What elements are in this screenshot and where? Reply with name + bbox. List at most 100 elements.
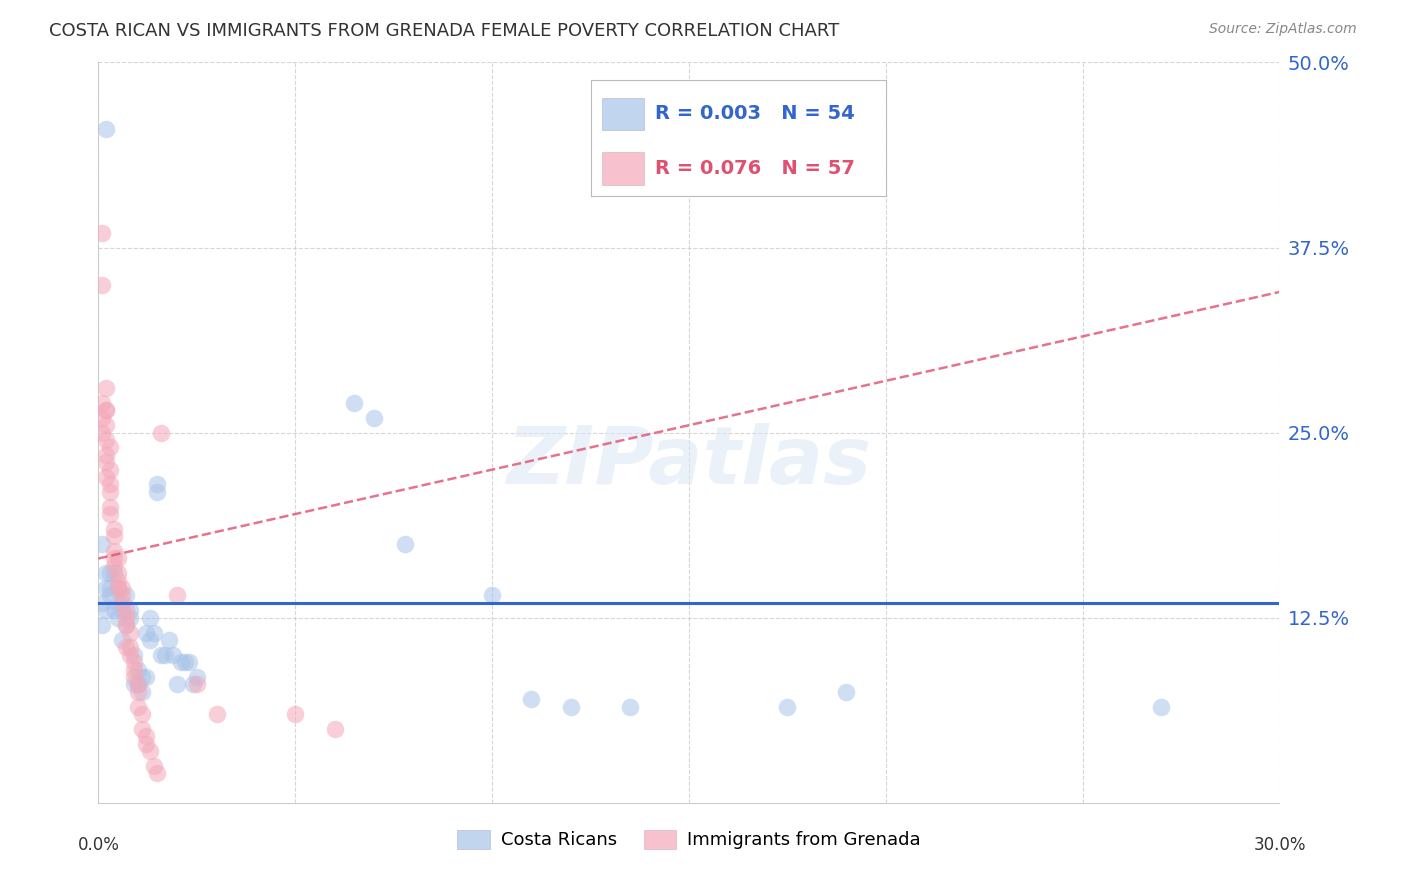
Point	[127, 677, 149, 691]
Point	[98, 566, 121, 581]
Point	[115, 618, 138, 632]
Point	[186, 677, 208, 691]
Point	[166, 589, 188, 603]
Point	[103, 566, 125, 581]
Point	[91, 618, 114, 632]
Point	[96, 122, 118, 136]
Point	[122, 670, 145, 684]
Point	[127, 677, 149, 691]
Point	[131, 685, 153, 699]
Point	[96, 403, 118, 417]
Point	[363, 410, 385, 425]
Point	[138, 610, 160, 624]
Point	[103, 551, 125, 566]
Point	[560, 699, 582, 714]
Point	[127, 685, 149, 699]
Text: 0.0%: 0.0%	[77, 836, 120, 855]
Point	[619, 699, 641, 714]
Point	[284, 706, 307, 721]
Point	[96, 581, 118, 595]
Point	[111, 596, 134, 610]
Point	[111, 589, 134, 603]
Point	[146, 766, 169, 780]
Point	[135, 729, 157, 743]
Point	[96, 603, 118, 617]
Point	[127, 663, 149, 677]
Point	[115, 610, 138, 624]
Point	[138, 632, 160, 647]
Point	[146, 477, 169, 491]
Point	[122, 663, 145, 677]
Point	[150, 425, 173, 440]
Point	[91, 226, 114, 240]
Point	[111, 632, 134, 647]
Point	[166, 677, 188, 691]
Point	[520, 692, 543, 706]
Text: ZIPatlas: ZIPatlas	[506, 423, 872, 501]
Point	[835, 685, 858, 699]
Point	[118, 640, 141, 655]
Point	[98, 477, 121, 491]
Point	[122, 648, 145, 662]
Text: Source: ZipAtlas.com: Source: ZipAtlas.com	[1209, 22, 1357, 37]
Point	[96, 418, 118, 433]
Point	[131, 706, 153, 721]
Point	[91, 536, 114, 550]
Point	[157, 632, 180, 647]
Point	[131, 670, 153, 684]
Point	[142, 625, 165, 640]
Point	[107, 566, 129, 581]
Point	[122, 677, 145, 691]
Point	[118, 625, 141, 640]
Point	[107, 574, 129, 588]
Point	[103, 522, 125, 536]
Point	[103, 544, 125, 558]
Text: R = 0.003   N = 54: R = 0.003 N = 54	[655, 104, 855, 123]
Point	[96, 403, 118, 417]
Point	[162, 648, 184, 662]
Point	[118, 648, 141, 662]
Point	[177, 655, 200, 669]
Point	[103, 558, 125, 573]
Point	[98, 507, 121, 521]
Point	[96, 455, 118, 469]
Point	[103, 529, 125, 543]
Point	[323, 722, 346, 736]
Point	[96, 470, 118, 484]
Point	[107, 551, 129, 566]
Point	[115, 603, 138, 617]
Point	[96, 566, 118, 581]
Text: 30.0%: 30.0%	[1253, 836, 1306, 855]
Point	[1150, 699, 1173, 714]
Bar	[602, 153, 644, 185]
Point	[186, 670, 208, 684]
Point	[181, 677, 204, 691]
Point	[107, 581, 129, 595]
Point	[111, 603, 134, 617]
Point	[394, 536, 416, 550]
Point	[115, 640, 138, 655]
Point	[91, 410, 114, 425]
Point	[776, 699, 799, 714]
Point	[107, 610, 129, 624]
Point	[91, 596, 114, 610]
Point	[122, 655, 145, 669]
Point	[98, 484, 121, 499]
Point	[146, 484, 169, 499]
Text: R = 0.076   N = 57: R = 0.076 N = 57	[655, 159, 855, 178]
Point	[98, 462, 121, 476]
Point	[96, 433, 118, 447]
Point	[481, 589, 503, 603]
Point	[118, 610, 141, 624]
Point	[115, 618, 138, 632]
Point	[98, 581, 121, 595]
Point	[103, 603, 125, 617]
Point	[111, 581, 134, 595]
Point	[155, 648, 177, 662]
Point	[142, 758, 165, 772]
Bar	[602, 98, 644, 130]
Point	[98, 441, 121, 455]
Point	[91, 425, 114, 440]
Legend: Costa Ricans, Immigrants from Grenada: Costa Ricans, Immigrants from Grenada	[450, 822, 928, 856]
Point	[205, 706, 228, 721]
